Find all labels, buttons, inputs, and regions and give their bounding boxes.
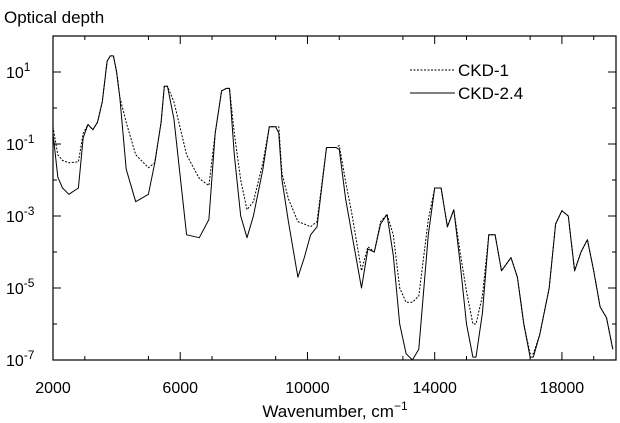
x-axis-ticks: 2000 6000 10000 14000 18000	[35, 36, 595, 397]
x-tick-label: 14000	[412, 380, 457, 397]
series-line-ckd-1	[52, 55, 614, 355]
y-axis-ticks: 101 10-1 10-3 10-5 10-7	[6, 35, 616, 370]
legend-label: CKD-2.4	[458, 84, 523, 103]
y-axis-title: Optical depth	[4, 8, 104, 27]
y-tick-label: 10-1	[6, 132, 35, 154]
y-tick-label: 10-3	[6, 204, 35, 226]
y-tick-label: 101	[6, 60, 31, 82]
x-axis-title: Wavenumber, cm−1	[262, 399, 408, 421]
legend-label: CKD-1	[458, 61, 509, 80]
series-line-ckd-2-4	[52, 55, 614, 361]
x-tick-label: 2000	[35, 380, 71, 397]
x-tick-label: 18000	[540, 380, 585, 397]
plot-lines	[52, 55, 614, 361]
y-tick-label: 10-7	[6, 348, 35, 370]
y-tick-label: 10-5	[6, 276, 35, 298]
legend: CKD-1 CKD-2.4	[410, 61, 523, 103]
x-tick-label: 10000	[285, 380, 330, 397]
x-axis-title-unit-exponent: −1	[394, 399, 408, 413]
plot-frame	[52, 35, 617, 361]
x-axis-title-text: Wavenumber, cm	[262, 402, 394, 421]
x-tick-label: 6000	[162, 380, 198, 397]
